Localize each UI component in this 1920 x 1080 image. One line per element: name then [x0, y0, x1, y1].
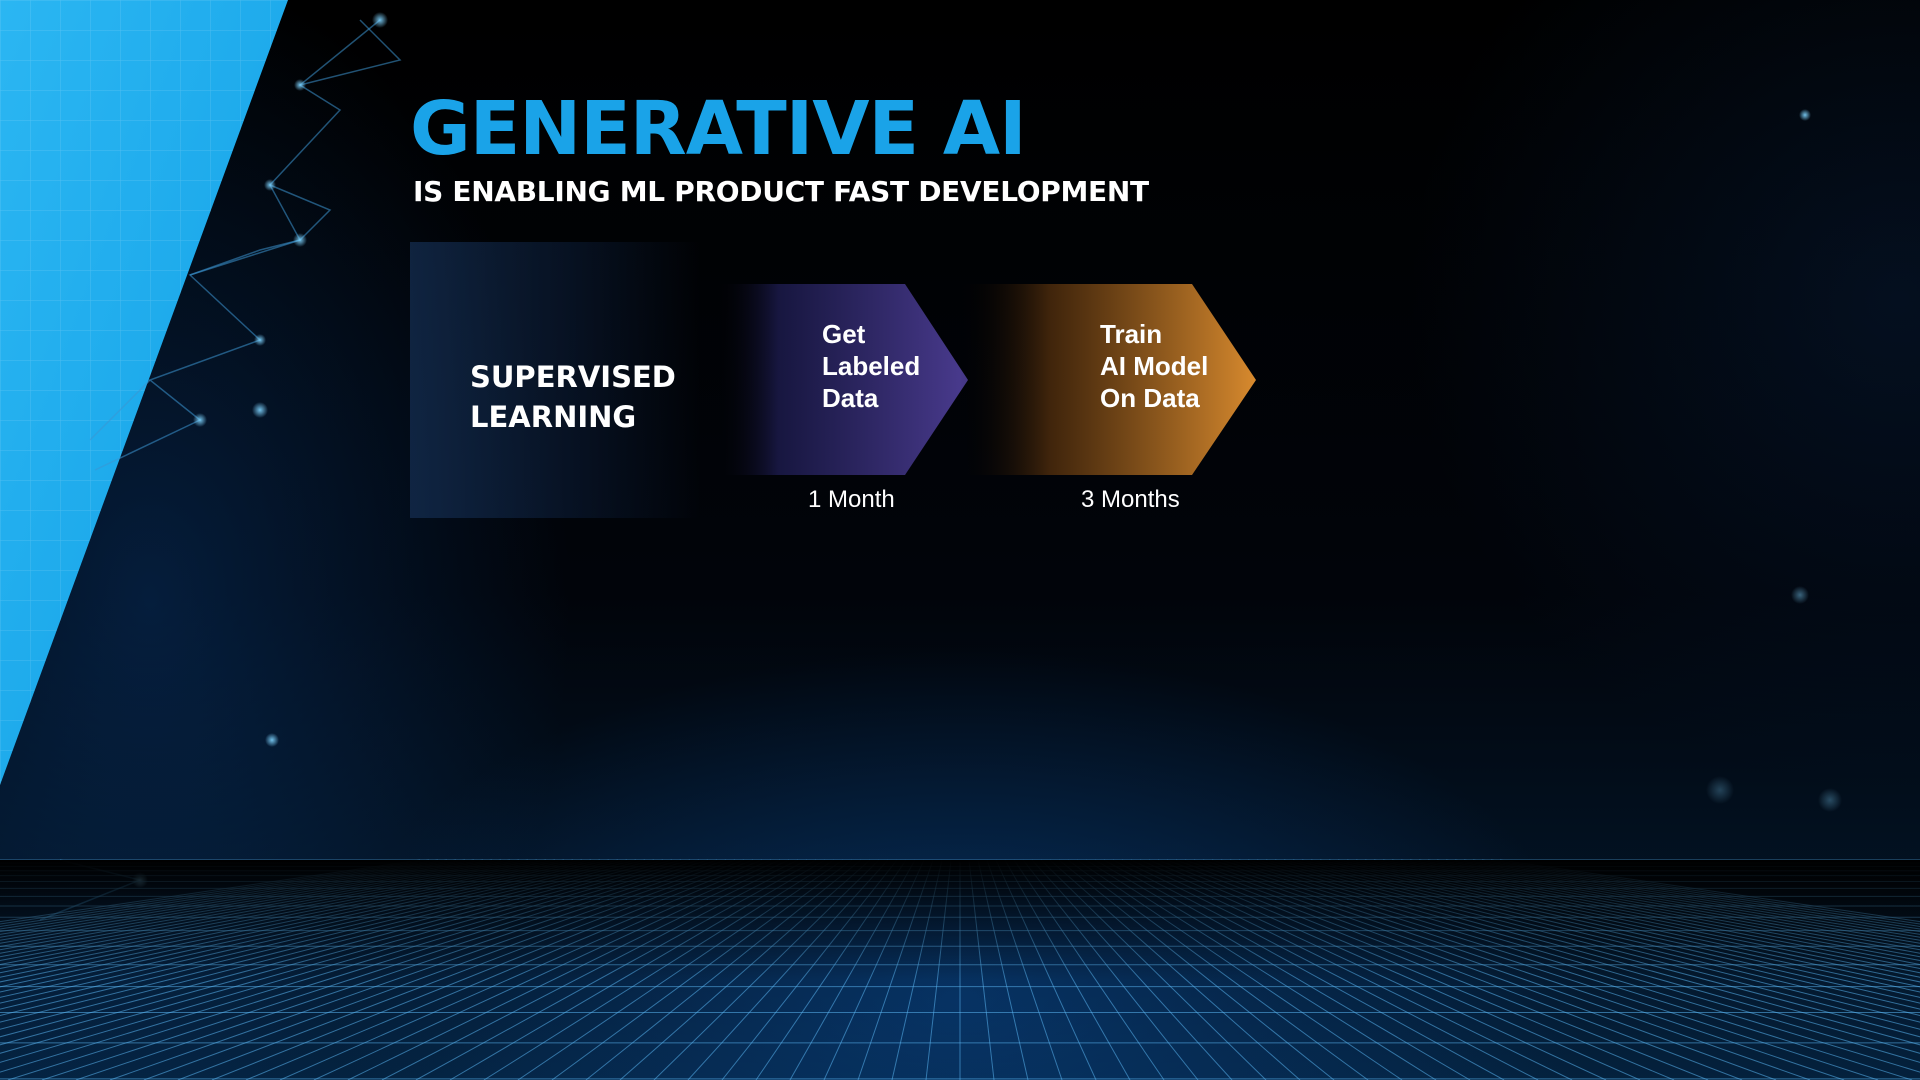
step-arrow-1 [715, 284, 968, 475]
step-2-label: Train AI Model On Data [1100, 319, 1209, 413]
step-1-label: Get Labeled Data [822, 319, 921, 413]
step-arrow-2 [960, 284, 1256, 475]
process-label: SUPERVISED LEARNING [470, 360, 676, 434]
step-1-duration: 1 Month [808, 486, 895, 513]
slide-title: GENERATIVE AI [410, 86, 1027, 172]
slide-subtitle: IS ENABLING ML PRODUCT FAST DEVELOPMENT [413, 175, 1149, 208]
process-label-box [410, 242, 700, 518]
step-2-duration: 3 Months [1081, 486, 1180, 513]
